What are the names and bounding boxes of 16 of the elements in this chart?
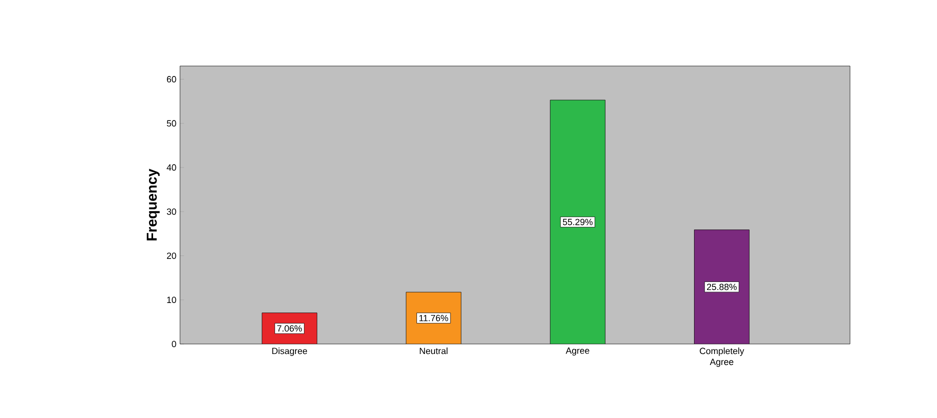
x-tick-label: Completely Agree [700,348,744,367]
y-tick-label: 30 [166,208,176,215]
data-label: 55.29% [562,218,593,226]
data-label: 7.06% [277,325,302,332]
y-tick-label: 20 [166,252,176,259]
x-tick-label: Disagree [272,348,308,356]
y-tick-label: 0 [172,340,176,348]
y-tick-label: 60 [166,76,176,82]
x-tick-label: Neutral [420,348,448,354]
y-tick-label: 10 [167,296,176,304]
y-axis-title: Frequency [146,168,160,240]
x-tick-label: Agree [566,348,590,356]
data-label: 11.76% [419,314,448,322]
y-tick-label: 40 [166,164,176,171]
data-label: 25.88% [707,284,737,290]
y-tick-label: 50 [166,120,176,127]
